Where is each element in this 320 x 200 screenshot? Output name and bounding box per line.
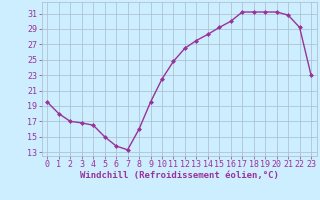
X-axis label: Windchill (Refroidissement éolien,°C): Windchill (Refroidissement éolien,°C) bbox=[80, 171, 279, 180]
